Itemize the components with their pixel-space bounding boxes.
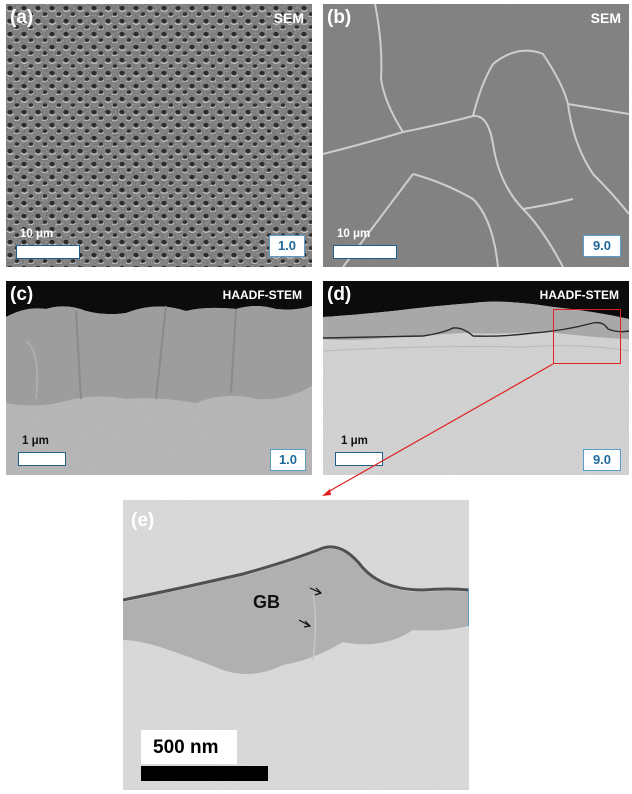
- haadf-stem-cross-section-image: [6, 281, 312, 475]
- panel-e: (e) GB 500 nm: [123, 500, 469, 790]
- panel-a-scale-bar: [16, 245, 80, 259]
- panel-d-label: (d): [327, 284, 352, 305]
- panel-c: (c) HAADF-STEM 1 μm 1.0: [6, 281, 312, 475]
- haadf-stem-zoom-image: [123, 500, 469, 790]
- panel-b-value-badge: 9.0: [583, 235, 621, 257]
- panel-e-label: (e): [131, 510, 155, 531]
- panel-c-scale-bar: [18, 452, 66, 466]
- panel-e-scale-bar: [141, 766, 268, 781]
- panel-d-technique: HAADF-STEM: [539, 288, 619, 302]
- panel-d-scale-bar: [335, 452, 383, 466]
- panel-d-value-badge: 9.0: [583, 449, 621, 471]
- panel-c-scale-label: 1 μm: [22, 435, 49, 447]
- panel-c-value-badge: 1.0: [270, 449, 306, 471]
- panel-b-label: (b): [327, 7, 352, 28]
- panel-b-scale-bar: [333, 245, 397, 259]
- panel-a-value-badge: 1.0: [269, 235, 305, 257]
- panel-d: (d) HAADF-STEM 1 μm 9.0: [323, 281, 629, 475]
- panel-c-label: (c): [10, 284, 34, 305]
- panel-b-technique: SEM: [590, 10, 621, 26]
- sem-grain-image: [323, 4, 629, 267]
- panel-a-technique: SEM: [273, 10, 304, 26]
- panel-e-scale-box: [141, 730, 237, 764]
- panel-b-scale-label: 10 μm: [337, 228, 371, 240]
- panel-a-label: (a): [10, 7, 34, 28]
- panel-c-technique: HAADF-STEM: [222, 288, 302, 302]
- panel-e-scale-label: 500 nm: [153, 737, 219, 758]
- grain-boundary-label: GB: [253, 592, 280, 612]
- sem-porous-image: [6, 4, 312, 267]
- panel-a-scale-label: 10 μm: [20, 228, 54, 240]
- panel-a: (a) SEM 10 μm 1.0: [6, 4, 312, 267]
- panel-d-highlight-box: [553, 309, 621, 364]
- panel-d-scale-label: 1 μm: [341, 435, 368, 447]
- panel-b: (b) SEM 10 μm 9.0: [323, 4, 629, 267]
